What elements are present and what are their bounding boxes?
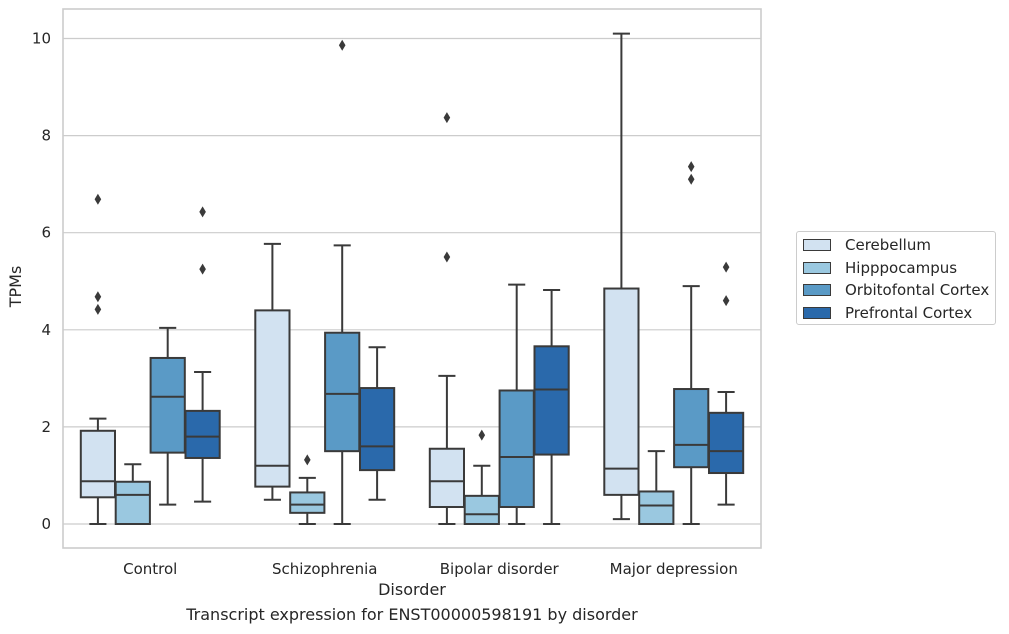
box: [673, 388, 710, 469]
outlier-point: [687, 173, 695, 185]
figure-caption: Transcript expression for ENST0000059819…: [186, 605, 638, 624]
legend-swatch-cerebellum: [803, 239, 831, 251]
box: [428, 447, 466, 509]
box: [498, 389, 535, 509]
legend-swatch-orbitofontal-cortex: [803, 284, 831, 296]
box: [79, 429, 117, 499]
legend-item-cerebellum: Cerebellum: [803, 235, 931, 255]
box: [149, 356, 186, 454]
outlier-point: [304, 454, 311, 466]
legend-item-hipppocampus: Hipppocampus: [803, 258, 957, 278]
x-axis-label: Disorder: [378, 580, 446, 599]
outlier-point: [722, 295, 730, 307]
plot-frame: [62, 8, 762, 549]
y-tick-label: 4: [41, 321, 51, 339]
y-tick-label: 2: [41, 418, 51, 436]
box: [707, 411, 745, 475]
legend: Cerebellum Hipppocampus Orbitofontal Cor…: [796, 231, 996, 325]
outlier-point: [94, 291, 102, 303]
outlier-point: [478, 429, 486, 441]
legend-swatch-prefrontal-cortex: [803, 307, 831, 319]
legend-item-prefrontal-cortex: Prefrontal Cortex: [803, 303, 972, 323]
outlier-point: [199, 206, 206, 218]
outlier-point: [94, 303, 102, 315]
x-tick-label: Control: [123, 560, 177, 578]
y-tick-label: 0: [41, 515, 51, 533]
legend-label-hipppocampus: Hipppocampus: [845, 259, 958, 277]
outlier-point: [443, 112, 451, 124]
outlier-point: [199, 263, 206, 275]
box: [638, 490, 675, 525]
box: [114, 480, 151, 526]
box: [603, 287, 640, 496]
legend-swatch-hipppocampus: [803, 262, 831, 274]
legend-label-prefrontal-cortex: Prefrontal Cortex: [845, 304, 973, 322]
x-tick-label: Major depression: [610, 560, 738, 578]
box: [324, 331, 361, 453]
outlier-point: [443, 251, 451, 263]
plot-area: [63, 9, 761, 548]
box: [289, 491, 326, 514]
outlier-point: [94, 193, 102, 205]
x-tick-label: Schizophrenia: [272, 560, 377, 578]
x-tick-label: Bipolar disorder: [440, 560, 560, 578]
outlier-point: [338, 39, 346, 51]
outlier-point: [687, 161, 695, 173]
y-tick-label: 6: [41, 224, 51, 242]
legend-item-orbitofontal-cortex: Orbitofontal Cortex: [803, 280, 989, 300]
legend-label-cerebellum: Cerebellum: [845, 236, 931, 254]
box: [254, 309, 291, 488]
box: [184, 409, 221, 459]
box: [533, 345, 570, 456]
outlier-point: [722, 261, 730, 273]
legend-label-orbitofontal-cortex: Orbitofontal Cortex: [845, 281, 990, 299]
box: [463, 494, 500, 526]
box: [358, 387, 396, 472]
y-tick-label: 10: [32, 30, 51, 48]
y-tick-label: 8: [41, 127, 51, 145]
y-axis-label: TPMs: [6, 266, 25, 309]
